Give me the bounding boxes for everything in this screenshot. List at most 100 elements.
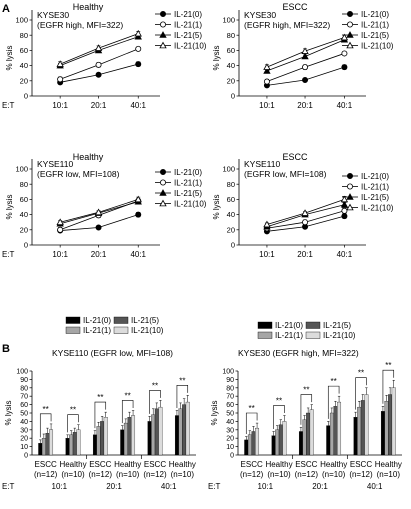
y-axis-label: % lysis xyxy=(5,46,14,71)
bar xyxy=(151,414,156,456)
legend-marker xyxy=(346,41,354,49)
significance-label: ** xyxy=(152,381,158,390)
data-point xyxy=(263,63,271,70)
legend-marker xyxy=(159,168,166,175)
data-point xyxy=(302,219,309,226)
data-point xyxy=(263,78,270,85)
y-tick-label: 40 xyxy=(227,61,235,70)
y-axis-label: % lysis xyxy=(5,195,14,220)
bar xyxy=(72,432,77,456)
y-tick-label: 70 xyxy=(226,394,234,401)
y-tick-label: 100 xyxy=(222,165,235,174)
x-tick-label: 40:1 xyxy=(337,250,353,259)
legend-label: IL-21(5) xyxy=(361,193,389,202)
legend-marker xyxy=(346,31,354,38)
y-tick-label: 20 xyxy=(20,436,28,443)
legend-label: IL-21(10) xyxy=(131,326,164,335)
bar xyxy=(364,394,369,456)
bar xyxy=(388,394,393,456)
significance-bracket xyxy=(300,394,313,425)
data-point xyxy=(341,213,348,220)
legend-label: IL-21(10) xyxy=(361,204,394,213)
panel-label-b: B xyxy=(2,343,10,355)
significance-label: ** xyxy=(276,396,282,405)
data-point xyxy=(134,29,142,37)
legend-swatch xyxy=(65,316,81,324)
bar xyxy=(326,425,331,456)
bar xyxy=(38,443,43,456)
y-tick-label: 20 xyxy=(20,225,28,234)
significance-bracket xyxy=(327,385,340,419)
group-n-label: (n=10) xyxy=(116,470,140,479)
chart-title: ESCC xyxy=(282,2,308,12)
y-tick-label: 20 xyxy=(227,225,235,234)
bar xyxy=(65,438,70,456)
line-chart-1: ESCC KYSE30(EGFR high, MFI=322) 0 20 40 60 80 1… xyxy=(212,2,394,110)
group-n-label: (n=10) xyxy=(267,470,291,479)
legend-swatch xyxy=(65,326,81,334)
group-n-label: (n=12) xyxy=(295,470,319,479)
et-ratio-label: 10:1 xyxy=(52,482,68,491)
bar xyxy=(302,419,307,456)
group-n-label: (n=10) xyxy=(322,470,346,479)
et-ratio-label: 10:1 xyxy=(258,482,274,491)
bar xyxy=(123,422,128,456)
legend-label: IL-21(1) xyxy=(361,183,389,192)
legend-label: IL-21(1) xyxy=(174,21,202,30)
y-tick-label: 100 xyxy=(15,16,28,25)
group-n-label: (n=12) xyxy=(89,470,113,479)
bar xyxy=(333,406,338,456)
bar-chart-4: KYSE110 (EGFR low, MFI=108)IL-21(0)IL-21… xyxy=(2,316,196,491)
bar xyxy=(182,404,187,456)
chart-subtitle: (EGFR low, MFI=108) xyxy=(244,169,327,179)
bar xyxy=(174,415,179,456)
y-tick-label: 0 xyxy=(24,241,28,250)
et-ratio-label: 40:1 xyxy=(367,482,383,491)
significance-bracket xyxy=(176,384,189,408)
data-point xyxy=(135,61,142,68)
significance-bracket xyxy=(94,401,107,429)
bar xyxy=(357,406,362,456)
data-point xyxy=(135,211,142,218)
cell-line-label: KYSE30 xyxy=(37,10,69,20)
y-tick-label: 80 xyxy=(20,385,28,392)
x-tick-label: 20:1 xyxy=(91,250,107,259)
bar xyxy=(244,439,249,456)
significance-bracket xyxy=(39,413,52,438)
y-axis-label: % lysis xyxy=(4,401,13,426)
legend-swatch xyxy=(113,326,129,334)
y-tick-label: 80 xyxy=(20,180,28,189)
et-axis-label: E:T xyxy=(208,482,221,491)
bar xyxy=(271,435,276,456)
bar xyxy=(103,417,108,456)
group-n-label: (n=10) xyxy=(61,470,85,479)
y-tick-label: 30 xyxy=(20,427,28,434)
group-n-label: (n=12) xyxy=(240,470,264,479)
data-point xyxy=(340,195,349,203)
legend-swatch xyxy=(305,331,321,339)
y-tick-label: 40 xyxy=(20,61,28,70)
legend-label: IL-21(0) xyxy=(275,321,303,330)
group-label: ESCC xyxy=(241,460,263,469)
significance-label: ** xyxy=(385,361,391,370)
data-point xyxy=(95,224,102,231)
chart-title: KYSE110 (EGFR low, MFI=108) xyxy=(52,348,173,358)
significance-label: ** xyxy=(125,391,131,400)
significance-bracket xyxy=(355,377,367,410)
significance-bracket xyxy=(121,400,134,424)
bar xyxy=(41,438,46,456)
bar xyxy=(45,433,50,456)
bar xyxy=(298,431,303,456)
x-tick-label: 40:1 xyxy=(130,101,146,110)
legend-label: IL-21(10) xyxy=(174,42,207,51)
data-point xyxy=(341,50,348,57)
y-tick-label: 90 xyxy=(226,377,234,384)
group-n-label: (n=10) xyxy=(377,470,401,479)
y-tick-label: 60 xyxy=(20,402,28,409)
data-point xyxy=(95,71,102,78)
bar xyxy=(127,417,132,456)
et-ratio-label: 40:1 xyxy=(161,482,177,491)
legend-marker xyxy=(346,183,353,190)
